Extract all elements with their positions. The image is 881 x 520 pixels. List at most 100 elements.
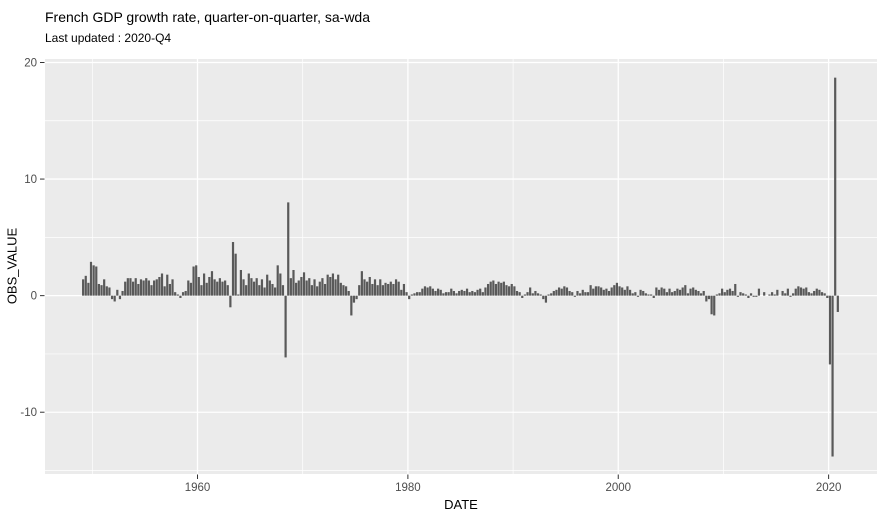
bar [494, 283, 498, 296]
bar [529, 287, 532, 296]
bar [676, 288, 679, 296]
x-tick-label: 1960 [185, 482, 211, 494]
bar [150, 285, 153, 296]
bar [226, 285, 229, 296]
bar [218, 278, 221, 296]
bar [826, 295, 829, 298]
bar [805, 287, 808, 296]
bar [263, 287, 266, 296]
bar [502, 281, 505, 296]
bar [337, 274, 340, 296]
bar [273, 287, 277, 296]
bar [179, 295, 182, 298]
x-tick-label: 2000 [605, 482, 631, 494]
bar [437, 288, 440, 296]
bar [586, 292, 590, 296]
bar [728, 288, 732, 296]
bar [665, 292, 668, 296]
bar [402, 283, 406, 296]
bar [818, 289, 821, 296]
bar [607, 290, 611, 296]
bar [355, 295, 358, 300]
bar [242, 279, 245, 296]
bar [697, 290, 700, 296]
bar [166, 274, 169, 296]
bar [594, 286, 597, 296]
bar [781, 290, 784, 296]
bar [234, 253, 237, 296]
bar [137, 283, 140, 296]
bar [413, 293, 416, 296]
bar [360, 271, 363, 296]
bar [618, 286, 621, 296]
bar [105, 286, 108, 296]
bar [245, 285, 248, 296]
bar [216, 281, 219, 296]
y-tick-label: -10 [20, 407, 37, 419]
bar [279, 273, 282, 296]
bar [834, 77, 837, 296]
bar [339, 282, 342, 296]
bar [281, 285, 285, 296]
x-tick-label: 1980 [395, 482, 421, 494]
bar [405, 292, 408, 296]
bar [423, 286, 427, 296]
bar [145, 278, 148, 296]
bar [513, 286, 516, 296]
bar [476, 289, 479, 296]
bar [705, 295, 708, 302]
bar [363, 279, 366, 296]
bar [350, 295, 353, 316]
bar [768, 294, 771, 296]
bar [400, 289, 403, 296]
bar [465, 288, 469, 296]
bar [655, 287, 658, 296]
bar [376, 285, 379, 296]
bar [276, 265, 279, 296]
bar [534, 290, 537, 296]
bar [699, 293, 703, 296]
bar [110, 295, 114, 300]
bar [810, 293, 813, 296]
bar [552, 290, 555, 296]
bar [131, 281, 135, 296]
bar [684, 285, 687, 296]
bar [371, 283, 374, 296]
bar [531, 293, 534, 296]
bar [168, 283, 172, 296]
bar [458, 290, 461, 296]
bar [479, 288, 482, 296]
bar [463, 290, 466, 296]
bar [615, 282, 619, 296]
bar [439, 289, 442, 296]
bar [200, 285, 203, 296]
bar [344, 286, 348, 296]
bar [626, 286, 629, 296]
bar [260, 279, 264, 296]
bar [429, 286, 432, 296]
bar [195, 265, 198, 296]
bar [555, 289, 558, 296]
bar [497, 281, 500, 296]
bar [755, 295, 758, 297]
bar [565, 287, 569, 296]
bar [89, 261, 93, 296]
bar [713, 295, 716, 316]
bar [192, 266, 195, 296]
bar [544, 295, 548, 303]
bar [321, 278, 324, 296]
bar [592, 288, 595, 296]
bar [581, 289, 584, 296]
bar [736, 295, 739, 297]
bar [515, 290, 519, 296]
bar [134, 278, 137, 296]
bar [271, 283, 274, 296]
bar [508, 286, 511, 296]
bar [773, 294, 776, 296]
bar [770, 292, 774, 296]
bar [392, 283, 395, 296]
bar [255, 278, 258, 296]
bar [681, 287, 684, 296]
bar [287, 202, 290, 296]
bar [831, 295, 834, 457]
